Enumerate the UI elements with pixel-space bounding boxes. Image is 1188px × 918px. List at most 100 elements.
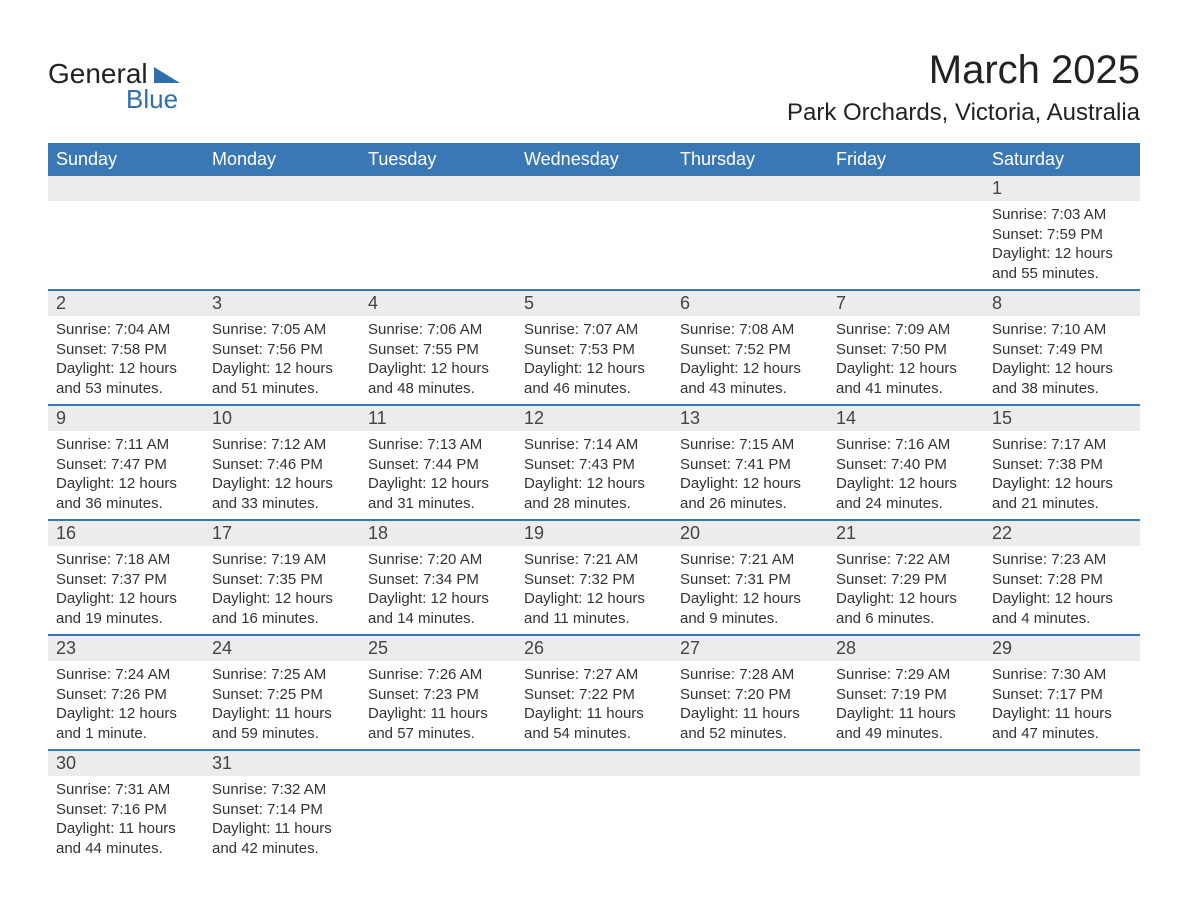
- calendar-cell: 7Sunrise: 7:09 AMSunset: 7:50 PMDaylight…: [828, 290, 984, 405]
- daylight-text: Daylight: 11 hours and 54 minutes.: [524, 704, 664, 743]
- calendar-cell: 10Sunrise: 7:12 AMSunset: 7:46 PMDayligh…: [204, 405, 360, 520]
- day-details: Sunrise: 7:23 AMSunset: 7:28 PMDaylight:…: [984, 546, 1140, 634]
- calendar-cell: 9Sunrise: 7:11 AMSunset: 7:47 PMDaylight…: [48, 405, 204, 520]
- day-number: 19: [516, 521, 672, 546]
- daylight-text: Daylight: 12 hours and 1 minute.: [56, 704, 196, 743]
- sunset-text: Sunset: 7:56 PM: [212, 340, 352, 360]
- calendar-cell: 29Sunrise: 7:30 AMSunset: 7:17 PMDayligh…: [984, 635, 1140, 750]
- sunset-text: Sunset: 7:50 PM: [836, 340, 976, 360]
- sunrise-text: Sunrise: 7:26 AM: [368, 665, 508, 685]
- sunset-text: Sunset: 7:32 PM: [524, 570, 664, 590]
- calendar-cell: 18Sunrise: 7:20 AMSunset: 7:34 PMDayligh…: [360, 520, 516, 635]
- day-details: Sunrise: 7:21 AMSunset: 7:32 PMDaylight:…: [516, 546, 672, 634]
- calendar-cell: 31Sunrise: 7:32 AMSunset: 7:14 PMDayligh…: [204, 750, 360, 864]
- day-number: 18: [360, 521, 516, 546]
- sunrise-text: Sunrise: 7:32 AM: [212, 780, 352, 800]
- day-number: 17: [204, 521, 360, 546]
- sunrise-text: Sunrise: 7:24 AM: [56, 665, 196, 685]
- sunset-text: Sunset: 7:23 PM: [368, 685, 508, 705]
- calendar-cell: 25Sunrise: 7:26 AMSunset: 7:23 PMDayligh…: [360, 635, 516, 750]
- sunrise-text: Sunrise: 7:28 AM: [680, 665, 820, 685]
- sunrise-text: Sunrise: 7:29 AM: [836, 665, 976, 685]
- day-number: [360, 176, 516, 201]
- calendar-table: Sunday Monday Tuesday Wednesday Thursday…: [48, 143, 1140, 864]
- day-details: Sunrise: 7:11 AMSunset: 7:47 PMDaylight:…: [48, 431, 204, 519]
- day-details: Sunrise: 7:14 AMSunset: 7:43 PMDaylight:…: [516, 431, 672, 519]
- sunrise-text: Sunrise: 7:21 AM: [680, 550, 820, 570]
- sunset-text: Sunset: 7:17 PM: [992, 685, 1132, 705]
- sunrise-text: Sunrise: 7:03 AM: [992, 205, 1132, 225]
- sunrise-text: Sunrise: 7:05 AM: [212, 320, 352, 340]
- sunrise-text: Sunrise: 7:10 AM: [992, 320, 1132, 340]
- day-number: 9: [48, 406, 204, 431]
- daylight-text: Daylight: 12 hours and 55 minutes.: [992, 244, 1132, 283]
- day-details: Sunrise: 7:18 AMSunset: 7:37 PMDaylight:…: [48, 546, 204, 634]
- daylight-text: Daylight: 12 hours and 11 minutes.: [524, 589, 664, 628]
- sunset-text: Sunset: 7:59 PM: [992, 225, 1132, 245]
- day-number: 21: [828, 521, 984, 546]
- sunrise-text: Sunrise: 7:06 AM: [368, 320, 508, 340]
- sunrise-text: Sunrise: 7:08 AM: [680, 320, 820, 340]
- daylight-text: Daylight: 11 hours and 59 minutes.: [212, 704, 352, 743]
- day-number: 24: [204, 636, 360, 661]
- day-number: [360, 751, 516, 776]
- day-details: Sunrise: 7:21 AMSunset: 7:31 PMDaylight:…: [672, 546, 828, 634]
- calendar-cell: 13Sunrise: 7:15 AMSunset: 7:41 PMDayligh…: [672, 405, 828, 520]
- sunset-text: Sunset: 7:31 PM: [680, 570, 820, 590]
- day-details: Sunrise: 7:09 AMSunset: 7:50 PMDaylight:…: [828, 316, 984, 404]
- day-details: Sunrise: 7:24 AMSunset: 7:26 PMDaylight:…: [48, 661, 204, 749]
- month-title: March 2025: [787, 48, 1140, 93]
- calendar-cell: [516, 750, 672, 864]
- sunrise-text: Sunrise: 7:18 AM: [56, 550, 196, 570]
- day-number: 29: [984, 636, 1140, 661]
- sunrise-text: Sunrise: 7:22 AM: [836, 550, 976, 570]
- daylight-text: Daylight: 11 hours and 44 minutes.: [56, 819, 196, 858]
- sunrise-text: Sunrise: 7:30 AM: [992, 665, 1132, 685]
- sunset-text: Sunset: 7:47 PM: [56, 455, 196, 475]
- calendar-header-row: Sunday Monday Tuesday Wednesday Thursday…: [48, 143, 1140, 176]
- sunset-text: Sunset: 7:16 PM: [56, 800, 196, 820]
- day-details: [204, 201, 360, 211]
- day-number: [984, 751, 1140, 776]
- day-number: 1: [984, 176, 1140, 201]
- calendar-cell: 16Sunrise: 7:18 AMSunset: 7:37 PMDayligh…: [48, 520, 204, 635]
- sunset-text: Sunset: 7:52 PM: [680, 340, 820, 360]
- brand-triangle-icon: [154, 67, 180, 83]
- daylight-text: Daylight: 11 hours and 52 minutes.: [680, 704, 820, 743]
- day-number: 27: [672, 636, 828, 661]
- calendar-cell: 28Sunrise: 7:29 AMSunset: 7:19 PMDayligh…: [828, 635, 984, 750]
- day-details: Sunrise: 7:08 AMSunset: 7:52 PMDaylight:…: [672, 316, 828, 404]
- daylight-text: Daylight: 12 hours and 14 minutes.: [368, 589, 508, 628]
- daylight-text: Daylight: 12 hours and 26 minutes.: [680, 474, 820, 513]
- sunrise-text: Sunrise: 7:13 AM: [368, 435, 508, 455]
- day-number: [672, 176, 828, 201]
- calendar-cell: 19Sunrise: 7:21 AMSunset: 7:32 PMDayligh…: [516, 520, 672, 635]
- sunset-text: Sunset: 7:29 PM: [836, 570, 976, 590]
- day-number: [204, 176, 360, 201]
- page-header: General Blue March 2025 Park Orchards, V…: [48, 48, 1140, 127]
- day-number: 11: [360, 406, 516, 431]
- sunrise-text: Sunrise: 7:15 AM: [680, 435, 820, 455]
- sunrise-text: Sunrise: 7:16 AM: [836, 435, 976, 455]
- daylight-text: Daylight: 12 hours and 51 minutes.: [212, 359, 352, 398]
- daylight-text: Daylight: 12 hours and 48 minutes.: [368, 359, 508, 398]
- day-details: Sunrise: 7:07 AMSunset: 7:53 PMDaylight:…: [516, 316, 672, 404]
- calendar-cell: [672, 176, 828, 290]
- day-details: Sunrise: 7:26 AMSunset: 7:23 PMDaylight:…: [360, 661, 516, 749]
- day-number: 20: [672, 521, 828, 546]
- day-number: 2: [48, 291, 204, 316]
- calendar-cell: [516, 176, 672, 290]
- dow-saturday: Saturday: [984, 143, 1140, 176]
- sunrise-text: Sunrise: 7:07 AM: [524, 320, 664, 340]
- day-number: [48, 176, 204, 201]
- location-subtitle: Park Orchards, Victoria, Australia: [787, 99, 1140, 127]
- calendar-cell: [984, 750, 1140, 864]
- day-number: 3: [204, 291, 360, 316]
- daylight-text: Daylight: 12 hours and 21 minutes.: [992, 474, 1132, 513]
- calendar-week-row: 16Sunrise: 7:18 AMSunset: 7:37 PMDayligh…: [48, 520, 1140, 635]
- sunset-text: Sunset: 7:25 PM: [212, 685, 352, 705]
- day-details: Sunrise: 7:19 AMSunset: 7:35 PMDaylight:…: [204, 546, 360, 634]
- day-number: 10: [204, 406, 360, 431]
- calendar-cell: [828, 176, 984, 290]
- day-details: Sunrise: 7:05 AMSunset: 7:56 PMDaylight:…: [204, 316, 360, 404]
